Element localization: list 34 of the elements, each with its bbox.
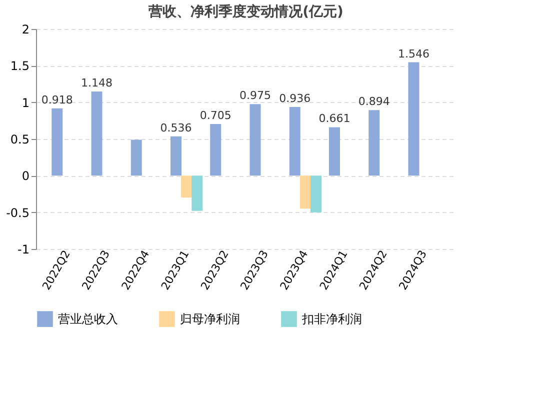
bar <box>181 176 192 198</box>
data-label: 0.705 <box>200 108 232 122</box>
data-label: 1.546 <box>398 47 430 60</box>
bar <box>408 62 420 176</box>
y-tick-label: 0 <box>22 169 30 184</box>
legend-label: 归母净利润 <box>180 312 240 326</box>
y-tick-label: 0.5 <box>10 132 30 146</box>
bar <box>368 110 380 176</box>
chart-title: 营收、净利季度变动情况(亿元) <box>148 3 344 20</box>
bar <box>52 108 63 176</box>
data-label: 0.536 <box>160 121 192 134</box>
y-tick-label: -1 <box>18 242 30 256</box>
bar <box>192 176 203 211</box>
data-label: 0.936 <box>279 92 311 106</box>
data-label: 0.661 <box>318 112 350 126</box>
y-tick-label: 2 <box>22 22 30 36</box>
bar <box>250 104 261 176</box>
bar <box>91 91 102 176</box>
bar <box>289 107 300 176</box>
y-tick-label: 1.5 <box>10 59 30 74</box>
data-label: 1.148 <box>81 76 113 90</box>
bar <box>210 124 222 176</box>
legend-label: 营业总收入 <box>58 312 118 326</box>
bar <box>130 140 142 176</box>
bar <box>328 127 340 176</box>
bar <box>170 136 182 176</box>
data-label: 0.894 <box>358 95 390 108</box>
legend-label: 扣非净利润 <box>301 312 362 326</box>
bar <box>310 176 322 212</box>
bar <box>300 176 311 209</box>
y-tick-label: -0.5 <box>6 206 30 220</box>
y-tick-label: 1 <box>22 96 30 110</box>
data-label: 0.918 <box>41 93 73 106</box>
data-label: 0.975 <box>239 89 271 102</box>
